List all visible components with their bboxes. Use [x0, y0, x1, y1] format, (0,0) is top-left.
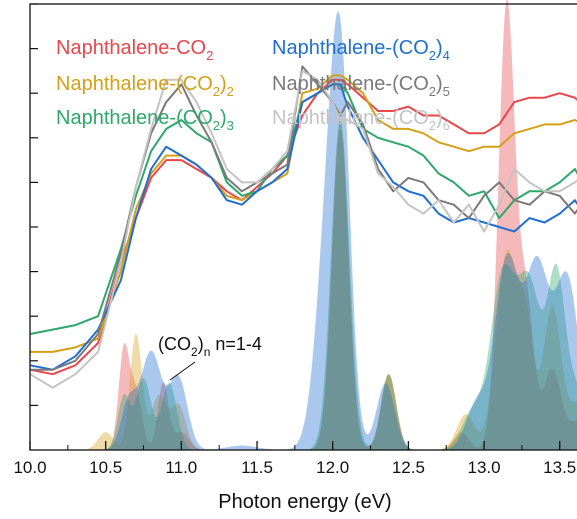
legend-entry-4: Naphthalene-(CO2)4 — [272, 37, 450, 63]
line-series-6 — [29, 69, 577, 389]
annotation-pointer — [169, 361, 196, 381]
line-series-layer — [29, 65, 577, 389]
legend: Naphthalene-CO2 Naphthalene-(CO2)2 Napht… — [56, 37, 450, 133]
legend-entry-2: Naphthalene-(CO2)2 — [56, 73, 234, 99]
x-axis-title: Photon energy (eV) — [218, 491, 391, 513]
legend-entry-3: Naphthalene-(CO2)3 — [56, 107, 234, 133]
line-series-4 — [29, 83, 577, 371]
x-tick-label: 12.5 — [392, 458, 425, 477]
line-series-1 — [29, 78, 577, 376]
x-tick-label: 11.0 — [165, 458, 197, 477]
legend-entry-5: Naphthalene-(CO2)5 — [272, 73, 450, 99]
x-tick-label: 11.5 — [241, 458, 273, 477]
area-series-4 — [30, 11, 577, 450]
annotation-label: (CO2)n n=1-4 — [158, 334, 262, 359]
x-tick-label: 10.0 — [13, 458, 46, 477]
area-series-layer — [30, 0, 577, 450]
legend-entry-1: Naphthalene-CO2 — [56, 37, 213, 63]
tick-layer: 10.0 10.5 11.0 11.5 12.0 12.5 13.0 13.5 — [13, 3, 576, 477]
x-tick-label: 13.5 — [543, 458, 576, 477]
area-series-1 — [30, 0, 577, 450]
x-tick-label: 12.0 — [316, 458, 349, 477]
x-tick-label: 13.0 — [468, 458, 501, 477]
x-tick-label: 10.5 — [89, 458, 122, 477]
line-series-2 — [30, 74, 577, 353]
annotation: (CO2)n n=1-4 — [158, 334, 262, 381]
legend-entry-6: Naphthalene-(CO2)6 — [272, 107, 450, 133]
area-series-3 — [30, 120, 577, 450]
area-series-2 — [30, 120, 577, 450]
